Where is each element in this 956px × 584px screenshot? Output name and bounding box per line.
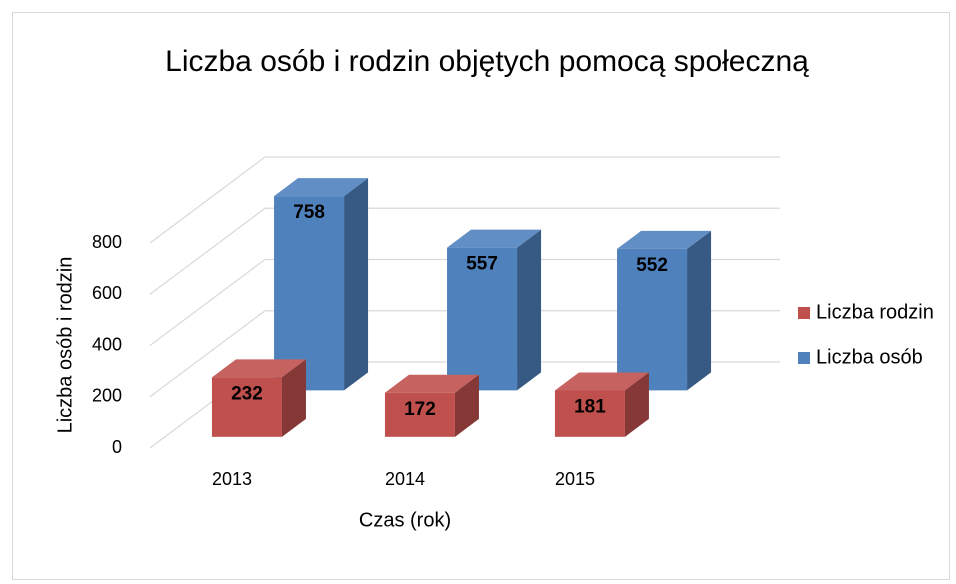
x-tick-label: 2013 [212, 469, 252, 489]
bar-front [384, 392, 455, 437]
x-tick-label: 2015 [555, 469, 595, 489]
data-label: 552 [636, 255, 668, 276]
bar [617, 230, 712, 391]
grid-line [149, 207, 780, 295]
grid-line [149, 258, 780, 346]
bar-front [447, 247, 518, 391]
bar-top [554, 372, 649, 391]
y-tick-label: 800 [92, 232, 122, 252]
legend-swatch [798, 307, 810, 319]
bar-top [274, 178, 369, 197]
y-tick-label: 400 [92, 334, 122, 354]
data-label: 181 [574, 396, 606, 417]
y-axis-title: Liczba osób i rodzin [54, 257, 76, 434]
bar-top [384, 374, 479, 393]
bar [447, 229, 542, 391]
bar-front [554, 390, 625, 437]
bar-top [211, 359, 306, 378]
bar-side [454, 374, 479, 437]
bar-front [617, 248, 688, 391]
data-label: 232 [231, 383, 263, 404]
bar-side [517, 229, 542, 391]
data-label: 172 [404, 399, 436, 420]
bar-side [687, 230, 712, 391]
legend-label: Liczba rodzin [816, 301, 934, 323]
bar-top [447, 229, 542, 248]
bar [384, 374, 479, 437]
bar-side [281, 359, 306, 437]
grid-line [149, 310, 780, 398]
legend-label: Liczba osób [816, 346, 923, 368]
y-tick-label: 200 [92, 386, 122, 406]
x-tick-label: 2014 [385, 469, 425, 489]
bar-top [617, 230, 712, 249]
data-label: 557 [466, 254, 498, 275]
bar [554, 372, 649, 437]
data-label: 758 [293, 202, 325, 223]
bar-side [344, 178, 369, 391]
bar [274, 178, 369, 391]
y-tick-label: 0 [112, 437, 122, 457]
bar-side [624, 372, 649, 437]
legend-swatch [798, 352, 810, 364]
y-tick-label: 600 [92, 283, 122, 303]
bar-front [211, 377, 282, 437]
grid-line [149, 156, 780, 244]
x-axis-title: Czas (rok) [359, 509, 451, 531]
bar-front [274, 196, 345, 391]
bar [211, 359, 306, 437]
chart-title: Liczba osób i rodzin objętych pomocą spo… [165, 45, 809, 78]
